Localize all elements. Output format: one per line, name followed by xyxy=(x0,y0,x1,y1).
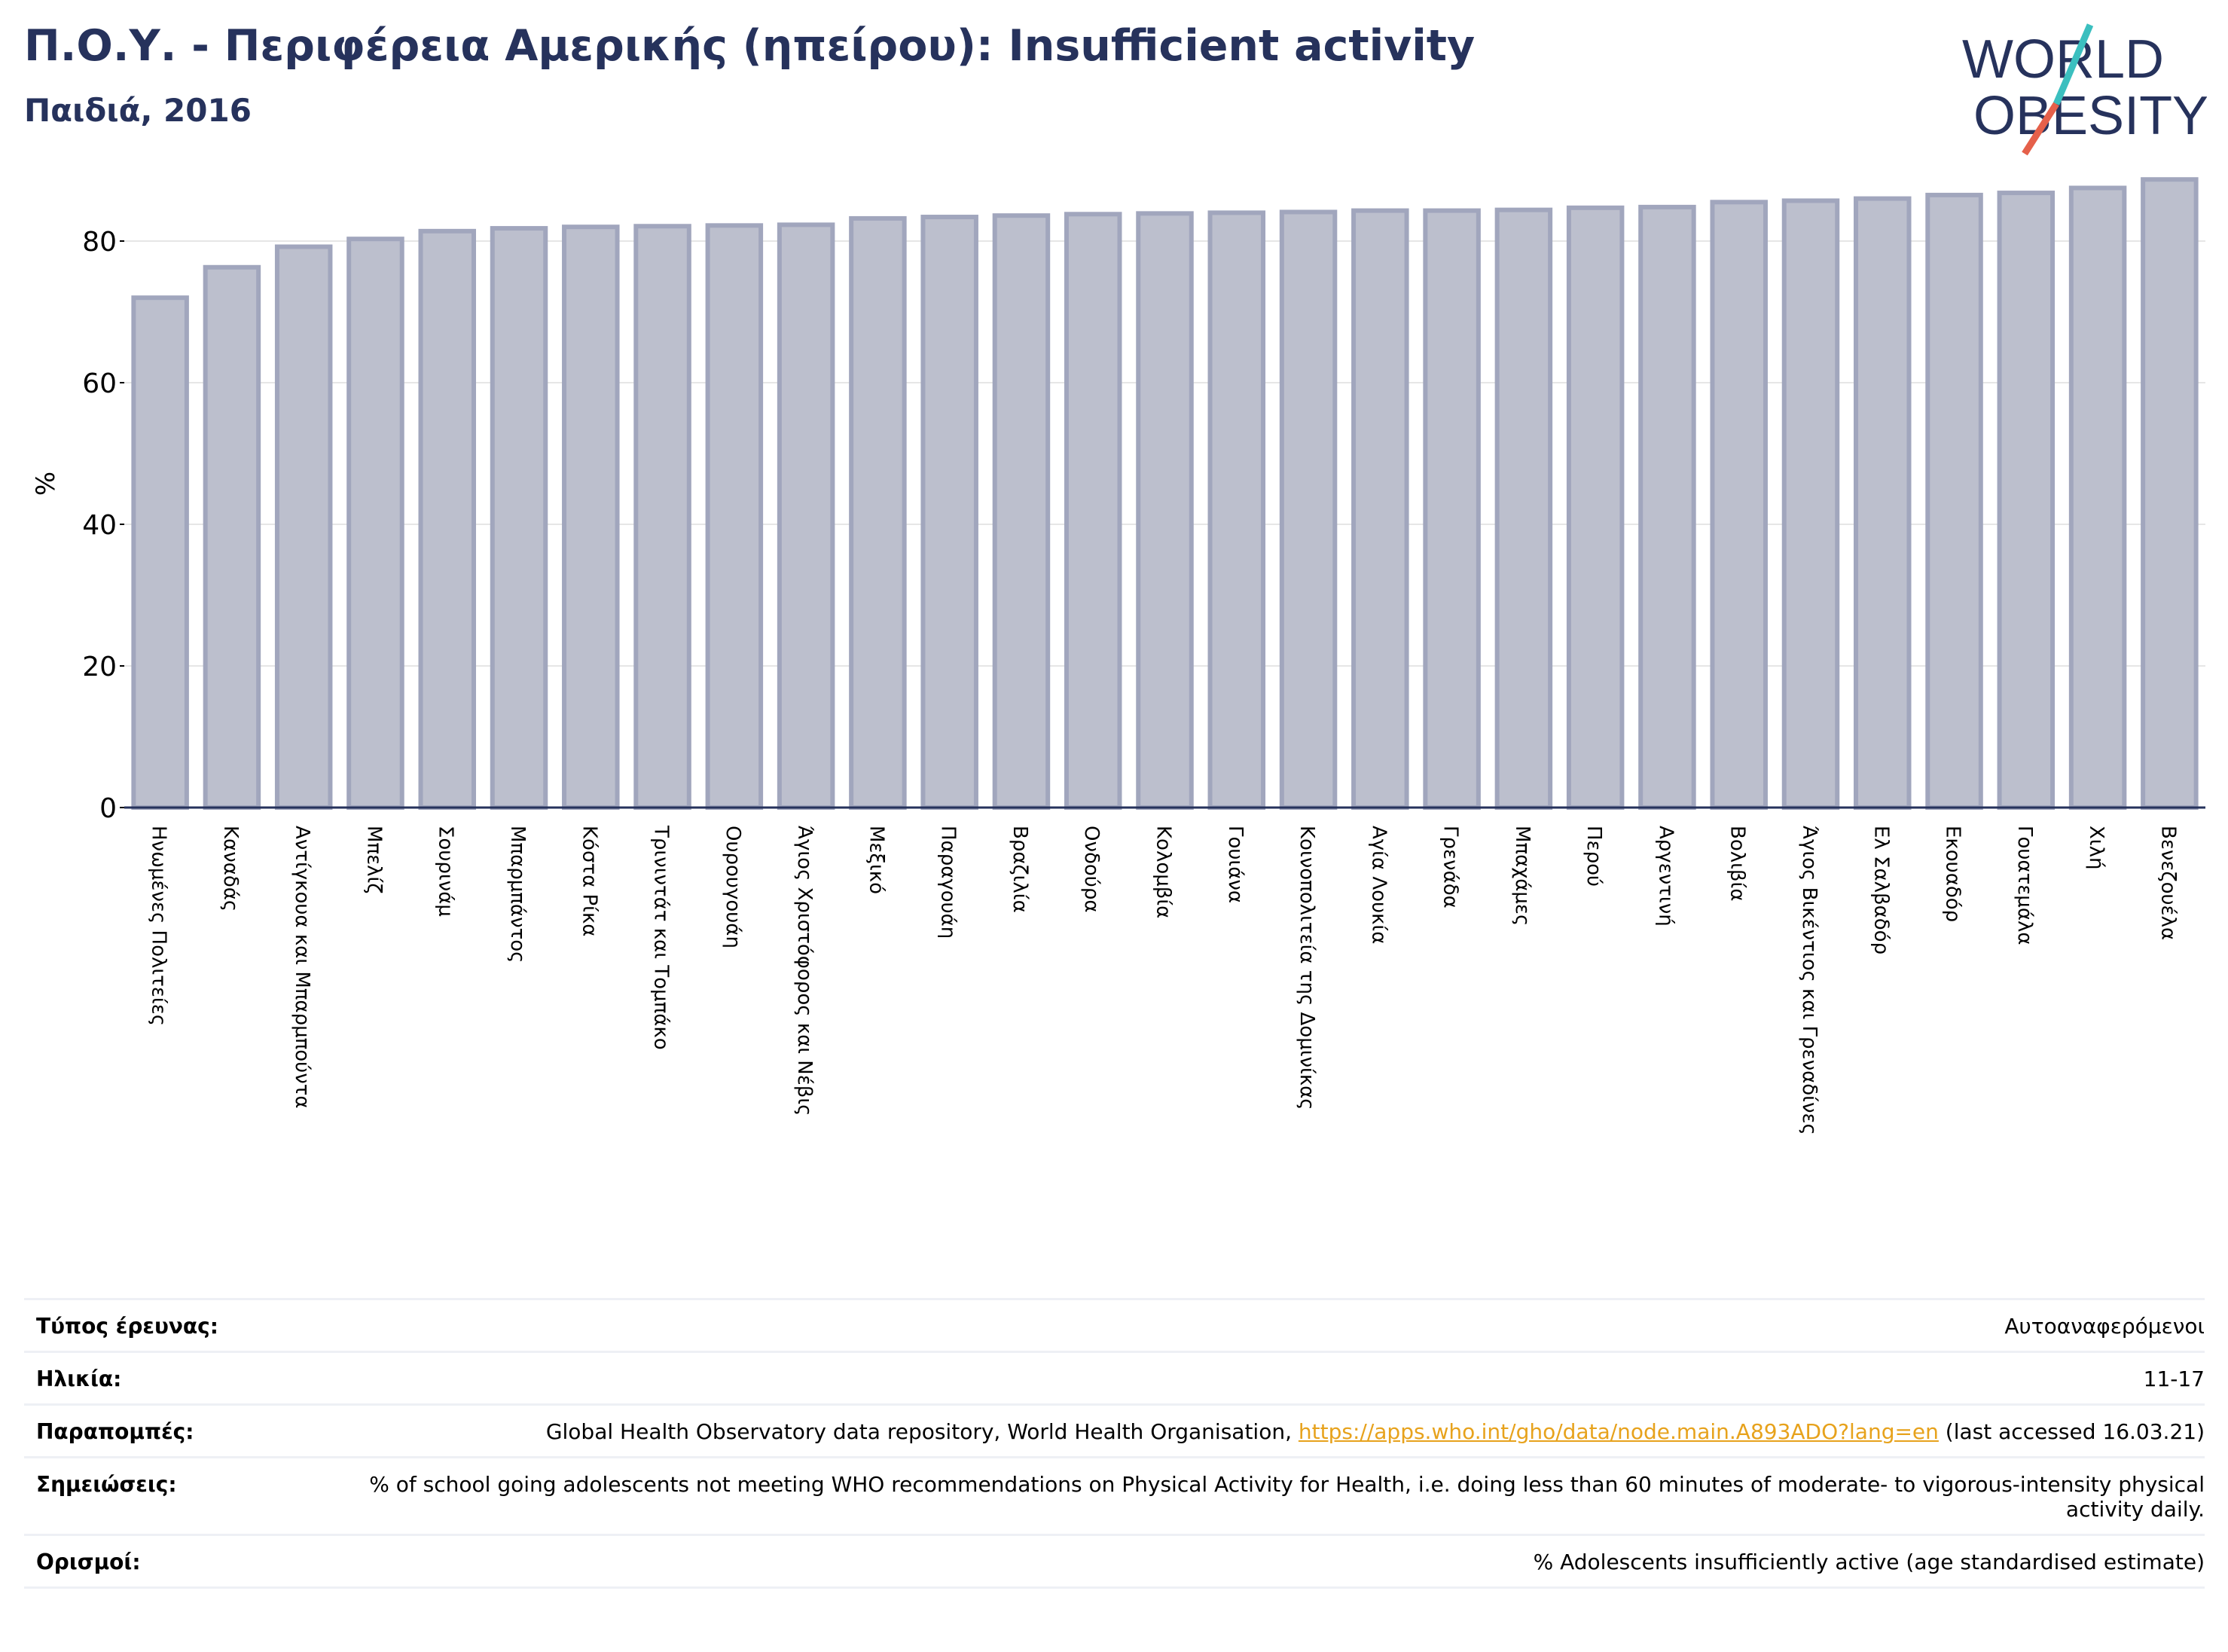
info-label: Παραπομπές: xyxy=(36,1419,194,1444)
y-tick-label: 40 xyxy=(82,510,117,541)
bar xyxy=(274,244,333,810)
reference-suffix: (last accessed 16.03.21) xyxy=(1938,1419,2205,1444)
info-label: Τύπος έρευνας: xyxy=(36,1314,218,1339)
x-tick-label: Κοινοπολιτεία της Δομινίκας xyxy=(1296,826,1318,1110)
bar xyxy=(131,295,189,810)
logo-slash-teal xyxy=(2053,23,2094,105)
bar xyxy=(849,215,907,811)
bar xyxy=(490,226,548,810)
y-tick-label: 60 xyxy=(82,368,117,399)
x-tick-label: Άγιος Χριστόφορος και Νέβις xyxy=(793,826,816,1116)
reference-text: Global Health Observatory data repositor… xyxy=(545,1419,1299,1444)
bar xyxy=(203,264,261,810)
x-tick-label: Μπελίζ xyxy=(362,826,385,893)
bar xyxy=(1279,209,1338,810)
info-label: Ορισμοί: xyxy=(36,1550,141,1574)
x-tick-label: Βραζιλία xyxy=(1009,826,1031,913)
bar xyxy=(1207,210,1266,810)
x-tick-label: Αγία Λουκία xyxy=(1367,826,1390,944)
x-tick-label: Μπαχάμες xyxy=(1511,826,1534,926)
x-tick-label: Κόστα Ρίκα xyxy=(578,826,600,936)
bar xyxy=(992,213,1051,811)
bar xyxy=(1494,207,1553,810)
x-tick-label: Εκουαδόρ xyxy=(1942,826,1964,922)
bar xyxy=(1997,191,2056,810)
x-axis-labels: Ηνωμένες Πολιτείες Καναδάς Αντίγκουα και Μ… xyxy=(148,825,2180,1135)
bar xyxy=(1064,212,1122,810)
bar xyxy=(1566,205,1625,810)
logo-slash-red xyxy=(2022,102,2059,156)
logo-word-obesity: OBESITY xyxy=(1973,86,2207,146)
x-tick-label: Τρινιντάτ και Τομπάκο xyxy=(650,825,673,1050)
chart-subtitle: Παιδιά, 2016 xyxy=(24,92,252,129)
info-label: Ηλικία: xyxy=(36,1366,122,1391)
bar-chart: 0 20 40 60 80 Ηνωμένες Πολιτείες Καναδάς Αντίγ… xyxy=(31,177,2205,1135)
bar xyxy=(562,224,620,810)
bar xyxy=(920,215,978,811)
info-row-definitions: Ορισμοί: % Adolescents insufficiently ac… xyxy=(24,1534,2205,1589)
y-tick-label: 0 xyxy=(99,793,117,824)
world-obesity-logo: WORLD OBESITY xyxy=(1962,23,2207,156)
info-row-references: Παραπομπές: Global Health Observatory da… xyxy=(24,1403,2205,1456)
info-value: % of school going adolescents not meetin… xyxy=(369,1472,2205,1522)
y-axis-label: % xyxy=(31,472,61,496)
x-tick-label: Άγιος Βικέντιος και Γρεναδίνες xyxy=(1798,826,1821,1135)
bar xyxy=(705,223,764,810)
x-tick-label: Ονδούρα xyxy=(1080,826,1103,913)
x-tick-label: Σουρινάμ xyxy=(435,826,457,917)
info-value: % Adolescents insufficiently active (age… xyxy=(1533,1550,2205,1574)
info-table: Τύπος έρευνας: Αυτοαναφερόμενοι Ηλικία: … xyxy=(24,1298,2205,1589)
x-tick-label: Γουιάνα xyxy=(1224,826,1247,903)
info-label: Σημειώσεις: xyxy=(36,1472,177,1497)
info-value: Global Health Observatory data repositor… xyxy=(546,1419,2205,1444)
reference-link[interactable]: https://apps.who.int/gho/data/node.main.… xyxy=(1298,1419,1939,1444)
bar xyxy=(418,228,476,810)
x-tick-label: Μεξικό xyxy=(865,826,887,894)
info-value: 11-17 xyxy=(2143,1366,2205,1391)
x-tick-label: Βενεζουέλα xyxy=(2156,826,2179,940)
x-tick-label: Ουρουγουάη xyxy=(722,826,744,948)
bar xyxy=(1136,211,1194,810)
x-tick-label: Γουατεμάλα xyxy=(2013,826,2036,945)
bar xyxy=(2068,185,2127,810)
bar xyxy=(777,222,835,810)
bar xyxy=(1638,204,1696,810)
bar xyxy=(346,237,404,810)
bar xyxy=(1710,200,1768,810)
x-tick-label: Περού xyxy=(1582,826,1605,887)
x-tick-label: Κολομβία xyxy=(1152,826,1175,918)
y-axis: 0 20 40 60 80 xyxy=(82,227,124,824)
x-tick-label: Αργεντινή xyxy=(1654,826,1677,927)
info-row-notes: Σημειώσεις: % of school going adolescent… xyxy=(24,1456,2205,1534)
bar xyxy=(1423,208,1481,810)
y-tick-label: 80 xyxy=(82,227,117,258)
x-tick-label: Ηνωμένες Πολιτείες xyxy=(148,826,170,1026)
bars xyxy=(124,177,2205,811)
info-row-survey-type: Τύπος έρευνας: Αυτοαναφερόμενοι xyxy=(24,1298,2205,1351)
x-tick-label: Γρενάδα xyxy=(1439,826,1462,908)
info-row-age: Ηλικία: 11-17 xyxy=(24,1351,2205,1403)
y-tick-label: 20 xyxy=(82,652,117,682)
x-tick-label: Μπαρμπάντος xyxy=(506,826,529,963)
bar xyxy=(633,224,691,810)
bar xyxy=(1351,208,1409,810)
x-tick-label: Βολιβία xyxy=(1726,826,1749,901)
x-tick-label: Ελ Σαλβαδόρ xyxy=(1869,826,1892,954)
chart-title: Π.Ο.Υ. - Περιφέρεια Αμερικής (ηπείρου): … xyxy=(24,21,1476,71)
x-tick-label: Παραγουάη xyxy=(937,826,960,939)
bar xyxy=(1781,198,1840,811)
x-tick-label: Αντίγκουα και Μπαρμπούντα xyxy=(291,826,313,1109)
bar xyxy=(2141,177,2199,811)
bar xyxy=(1854,196,1912,811)
x-tick-label: Καναδάς xyxy=(219,826,242,912)
info-value: Αυτοαναφερόμενοι xyxy=(2004,1314,2205,1339)
x-tick-label: Χιλή xyxy=(2085,826,2107,869)
bar xyxy=(1925,192,1983,810)
